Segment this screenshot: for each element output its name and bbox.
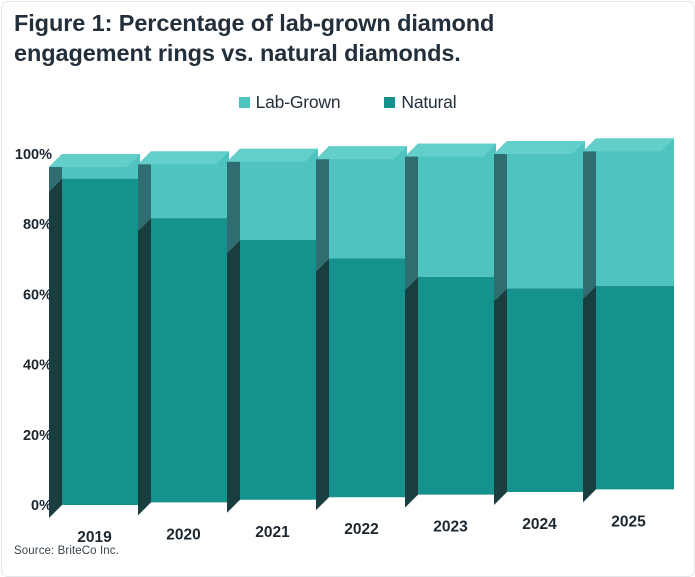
bar-side-natural bbox=[583, 285, 596, 503]
bar-top-face bbox=[49, 154, 140, 167]
x-axis-tick-label: 2024 bbox=[522, 516, 557, 533]
bar-side-natural bbox=[138, 218, 151, 516]
legend-label-natural: Natural bbox=[401, 92, 457, 112]
x-axis-tick-label: 2022 bbox=[344, 521, 378, 538]
bar-front-natural bbox=[507, 288, 585, 492]
x-axis-tick-label: 2019 bbox=[77, 529, 112, 546]
y-axis-tick-label: 80% bbox=[23, 217, 52, 233]
page-title: Figure 1: Percentage of lab-grown diamon… bbox=[14, 10, 495, 67]
bar-side-natural bbox=[405, 276, 418, 508]
legend-swatch-natural bbox=[384, 97, 396, 108]
bar-2022[interactable] bbox=[316, 146, 407, 511]
bar-front-natural bbox=[240, 240, 318, 500]
bar-top-face bbox=[316, 146, 407, 160]
x-axis-tick-label: 2023 bbox=[433, 519, 468, 536]
bar-front-natural bbox=[596, 285, 674, 490]
bar-front-natural bbox=[418, 276, 496, 495]
bar-front-natural bbox=[329, 258, 407, 498]
bar-side-lab-grown bbox=[227, 148, 240, 254]
bar-top-face bbox=[494, 141, 585, 154]
bar-front-lab-grown bbox=[240, 148, 318, 241]
bar-2019[interactable] bbox=[49, 154, 140, 518]
x-axis-tick-label: 2021 bbox=[255, 524, 290, 541]
bar-2020[interactable] bbox=[138, 151, 229, 516]
y-axis-tick-label: 60% bbox=[23, 287, 52, 303]
bar-side-lab-grown bbox=[583, 138, 596, 299]
bar-front-lab-grown bbox=[596, 138, 674, 286]
legend-item-natural[interactable]: Natural bbox=[384, 92, 457, 113]
bar-front-lab-grown bbox=[507, 141, 585, 289]
bar-front-lab-grown bbox=[151, 151, 229, 219]
y-axis: 0% 20% 40% 60% 80% 100% bbox=[15, 147, 52, 514]
bar-front-natural bbox=[151, 218, 229, 503]
bar-2023[interactable] bbox=[405, 143, 496, 508]
x-axis-tick-label: 2020 bbox=[166, 526, 200, 543]
y-axis-tick-label: 20% bbox=[23, 428, 52, 444]
bar-side-lab-grown bbox=[405, 143, 418, 290]
y-axis-tick-label: 100% bbox=[15, 147, 52, 163]
bar-front-lab-grown bbox=[329, 146, 407, 259]
x-axis: 2019 2020 2021 2022 2023 2024 2025 bbox=[77, 513, 646, 546]
legend-item-lab-grown[interactable]: Lab-Grown bbox=[238, 92, 341, 113]
bar-side-natural bbox=[494, 288, 507, 505]
source-note: Source: BriteCo Inc. bbox=[14, 545, 119, 557]
x-axis-tick-label: 2025 bbox=[611, 513, 646, 530]
y-axis-tick-label: 40% bbox=[23, 358, 52, 374]
bar-side-lab-grown bbox=[494, 141, 507, 302]
bar-2025[interactable] bbox=[583, 138, 674, 503]
chart-legend: Lab-Grown Natural bbox=[0, 92, 695, 113]
bar-2024[interactable] bbox=[494, 141, 585, 505]
bar-series-group bbox=[49, 138, 674, 518]
bar-top-face bbox=[405, 143, 496, 157]
bar-top-face bbox=[583, 138, 674, 152]
bar-2021[interactable] bbox=[227, 148, 318, 513]
legend-label-lab-grown: Lab-Grown bbox=[255, 92, 341, 112]
bar-top-face bbox=[227, 148, 318, 162]
bar-side-lab-grown bbox=[138, 151, 151, 232]
bar-top-face bbox=[138, 151, 229, 165]
bar-side-natural bbox=[316, 258, 329, 511]
y-axis-tick-label: 0% bbox=[31, 498, 52, 514]
bar-side-natural bbox=[49, 178, 62, 518]
legend-swatch-lab-grown bbox=[238, 97, 250, 108]
bar-side-lab-grown bbox=[316, 146, 329, 272]
bar-side-natural bbox=[227, 240, 240, 513]
bar-front-lab-grown bbox=[418, 143, 496, 277]
bar-front-natural bbox=[62, 178, 140, 505]
